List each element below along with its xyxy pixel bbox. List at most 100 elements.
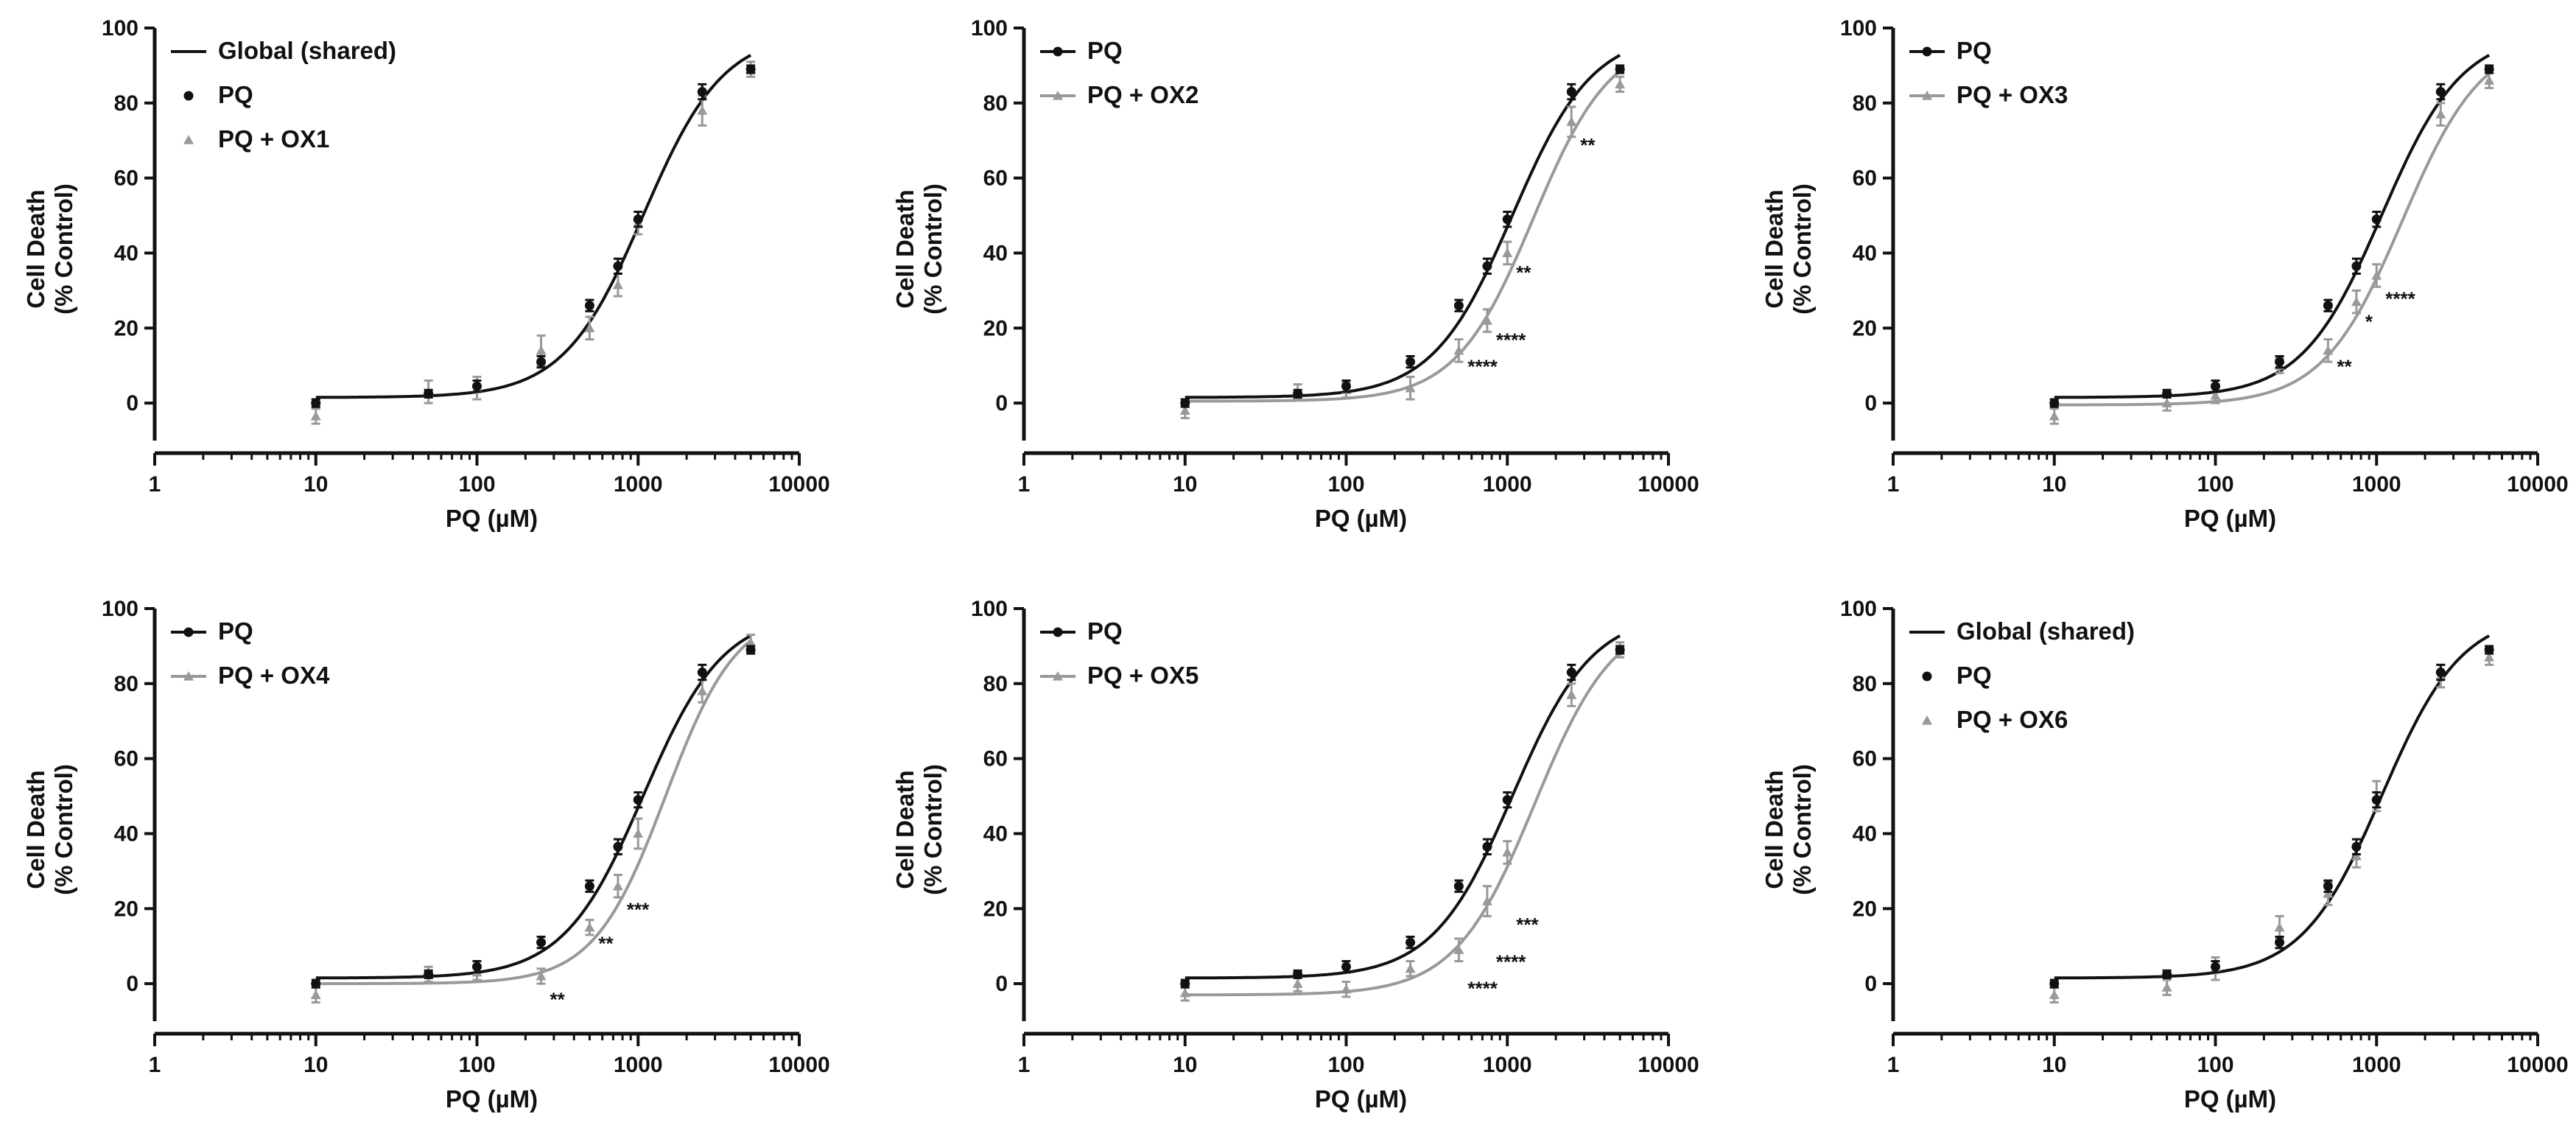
ox-data-point: [1341, 984, 1352, 994]
pq-data-point: [424, 969, 434, 979]
x-tick-label: 10000: [1638, 472, 1699, 497]
ox-data-point: [1481, 896, 1492, 905]
significance-label: ****: [1467, 977, 1498, 999]
legend-marker-circle: [1922, 46, 1932, 57]
pq-data-point: [2435, 87, 2446, 97]
pq-data-point: [697, 668, 707, 678]
pq-data-point: [1180, 978, 1190, 989]
y-tick-label: 80: [1853, 672, 1877, 696]
ox-data-point: [2049, 410, 2060, 421]
pq-data-point: [613, 841, 623, 852]
y-tick-label: 80: [114, 672, 138, 696]
ox-data-point: [2484, 652, 2495, 662]
ox-data-point: [1566, 116, 1577, 126]
legend-marker-triangle: [183, 135, 194, 144]
pq-data-point: [2275, 357, 2285, 367]
y-tick-label: 20: [983, 316, 1008, 340]
ox-data-point: [310, 989, 321, 999]
legend-marker-circle: [1053, 627, 1063, 637]
y-tick-label: 80: [114, 91, 138, 116]
pq-data-point: [2371, 214, 2382, 225]
significance-label: **: [2337, 355, 2352, 377]
global-fit-curve: [2054, 634, 2491, 980]
significance-label: **: [1516, 262, 1531, 284]
x-tick-label: 10000: [768, 472, 829, 497]
pq-data-point: [2351, 261, 2362, 271]
x-tick-label: 10: [1173, 1053, 1197, 1077]
y-tick-label: 20: [114, 316, 138, 340]
pq-data-point: [1293, 969, 1303, 979]
x-tick-label: 10000: [1638, 1053, 1699, 1077]
ox-data-point: [1453, 945, 1464, 954]
ox-data-point: [1615, 79, 1626, 88]
y-tick-label: 100: [971, 597, 1008, 621]
pq-data-point: [1453, 881, 1464, 891]
x-axis-title: PQ (µM): [1315, 1085, 1407, 1113]
pq-data-point: [424, 388, 434, 399]
pq-data-point: [1180, 398, 1190, 408]
y-axis-subtitle: (% Control): [919, 764, 947, 895]
y-tick-label: 20: [1853, 897, 1877, 921]
ox-fit-curve: [1185, 651, 1621, 997]
ox-fit-curve: [315, 639, 752, 986]
x-tick-label: 10: [2042, 1053, 2066, 1077]
ox-data-point: [310, 410, 321, 421]
legend-marker-circle: [1922, 671, 1932, 682]
pq-data-point: [2049, 978, 2060, 989]
pq-data-point: [633, 214, 643, 225]
pq-data-point: [697, 87, 707, 97]
x-tick-label: 1000: [614, 1053, 663, 1077]
pq-data-point: [2351, 841, 2362, 852]
ox-data-point: [1566, 690, 1577, 699]
ox-data-point: [2210, 390, 2221, 400]
x-axis-title: PQ (µM): [2184, 1085, 2276, 1113]
panel-2: 0 20 40 60 80 100 1 10 100 1000 10000 PQ (µM) Cell D…: [891, 16, 1699, 532]
legend-label: PQ + OX2: [1087, 81, 1198, 108]
legend-label: PQ + OX3: [1956, 81, 2068, 108]
legend-label: PQ: [1956, 37, 1992, 64]
x-tick-label: 100: [2197, 1053, 2233, 1077]
y-axis-title: Cell Death: [22, 189, 49, 308]
pq-data-point: [1405, 357, 1416, 367]
x-axis-title: PQ (µM): [446, 1085, 538, 1113]
pq-data-point: [536, 357, 547, 367]
legend-marker-triangle: [1053, 91, 1063, 100]
pq-data-point: [472, 381, 482, 391]
ox-data-point: [2274, 922, 2285, 932]
pq-data-point: [2275, 937, 2285, 947]
y-tick-label: 20: [983, 897, 1008, 921]
y-tick-label: 40: [983, 241, 1008, 265]
y-axis-subtitle: (% Control): [919, 183, 947, 315]
significance-label: ****: [1496, 951, 1526, 973]
pq-data-point: [2435, 668, 2446, 678]
x-tick-label: 10: [2042, 472, 2066, 497]
ox-data-point: [612, 880, 623, 891]
x-tick-label: 100: [1327, 472, 1364, 497]
pq-data-point: [2162, 388, 2172, 399]
x-tick-label: 1000: [2352, 1053, 2401, 1077]
pq-data-point: [311, 398, 321, 408]
significance-label: *: [2365, 310, 2373, 332]
significance-label: ****: [2385, 288, 2415, 310]
ox-data-point: [1292, 978, 1303, 988]
pq-data-point: [2162, 969, 2172, 979]
pq-data-point: [311, 978, 321, 989]
x-tick-label: 10: [303, 1053, 328, 1077]
significance-label: **: [550, 989, 566, 1011]
x-tick-label: 100: [2197, 472, 2233, 497]
ox-data-point: [536, 345, 547, 355]
y-tick-label: 0: [995, 972, 1008, 996]
pq-data-point: [1341, 381, 1351, 391]
ox-data-point: [1405, 963, 1416, 973]
y-tick-label: 100: [971, 16, 1008, 41]
pq-data-point: [2371, 795, 2382, 805]
pq-data-point: [745, 64, 756, 74]
x-tick-label: 100: [1327, 1053, 1364, 1077]
ox-data-point: [2323, 345, 2334, 355]
y-tick-label: 80: [1853, 91, 1877, 116]
significance-label: **: [1580, 134, 1596, 156]
legend-label: PQ: [1087, 37, 1123, 64]
y-tick-label: 60: [983, 167, 1008, 191]
ox-data-point: [1453, 345, 1464, 355]
y-tick-label: 60: [114, 747, 138, 771]
